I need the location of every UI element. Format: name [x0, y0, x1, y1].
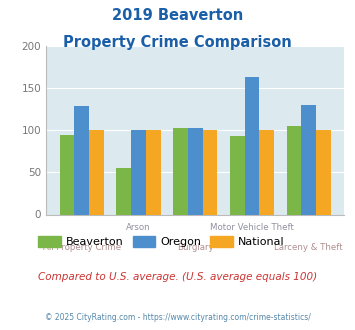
Bar [301, 105, 316, 214]
Bar [89, 130, 104, 214]
Bar [131, 130, 146, 214]
Bar [230, 136, 245, 214]
Text: © 2025 CityRating.com - https://www.cityrating.com/crime-statistics/: © 2025 CityRating.com - https://www.city… [45, 314, 310, 322]
Bar [60, 135, 75, 214]
Text: Larceny & Theft: Larceny & Theft [274, 243, 343, 252]
Text: Compared to U.S. average. (U.S. average equals 100): Compared to U.S. average. (U.S. average … [38, 272, 317, 282]
Bar [116, 168, 131, 214]
Bar [316, 130, 331, 214]
Bar [75, 106, 89, 214]
Text: Arson: Arson [126, 223, 151, 232]
Bar [146, 130, 161, 214]
Text: Property Crime Comparison: Property Crime Comparison [63, 35, 292, 50]
Text: All Property Crime: All Property Crime [43, 243, 121, 252]
Text: 2019 Beaverton: 2019 Beaverton [112, 8, 243, 23]
Bar [260, 130, 274, 214]
Legend: Beaverton, Oregon, National: Beaverton, Oregon, National [34, 232, 289, 252]
Text: Motor Vehicle Theft: Motor Vehicle Theft [210, 223, 294, 232]
Text: Burglary: Burglary [177, 243, 214, 252]
Bar [286, 126, 301, 214]
Bar [203, 130, 217, 214]
Bar [188, 128, 203, 214]
Bar [245, 77, 260, 214]
Bar [173, 128, 188, 214]
